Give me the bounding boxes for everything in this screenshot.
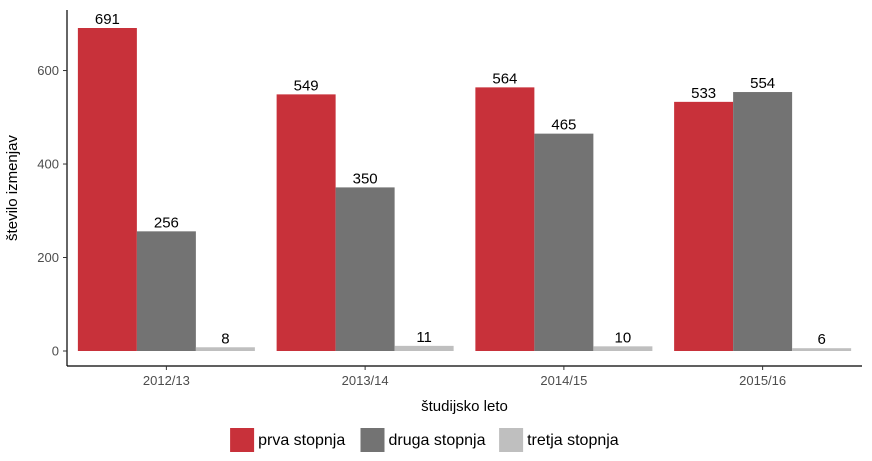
bar <box>475 87 535 351</box>
data-label: 465 <box>551 117 576 134</box>
bar <box>534 133 594 351</box>
x-tick-label: 2012/13 <box>143 373 190 388</box>
data-label: 256 <box>154 214 179 231</box>
y-tick-label: 400 <box>37 157 59 172</box>
data-label: 6 <box>817 331 825 348</box>
bar <box>276 94 336 351</box>
x-tick-label: 2014/15 <box>540 373 587 388</box>
legend-swatch <box>499 428 524 452</box>
data-label: 564 <box>492 70 517 87</box>
bar <box>195 347 255 351</box>
y-tick-label: 200 <box>37 250 59 265</box>
plot-area: 691 256 8 549 350 11 564 465 10 533 554 6 <box>77 11 852 352</box>
x-tick-label: 2013/14 <box>342 373 389 388</box>
bar <box>792 348 852 351</box>
x-tick-label: 2015/16 <box>739 373 786 388</box>
legend-label: prva stopnja <box>258 432 345 449</box>
bar <box>136 231 196 351</box>
y-axis-ticks: 0 200 400 600 <box>37 63 67 359</box>
bar <box>674 101 734 351</box>
data-label: 10 <box>615 329 632 346</box>
bar <box>733 92 793 352</box>
legend-label: tretja stopnja <box>527 432 619 449</box>
bar <box>394 345 454 351</box>
y-tick-label: 0 <box>52 344 59 359</box>
data-label: 350 <box>353 170 378 187</box>
legend-swatch <box>360 428 385 452</box>
data-label: 533 <box>691 85 716 102</box>
legend-label: druga stopnja <box>389 432 486 449</box>
y-tick-label: 600 <box>37 63 59 78</box>
legend: prva stopnja druga stopnja tretja stopnja <box>230 428 619 452</box>
data-label: 11 <box>416 329 432 346</box>
x-axis-ticks: 2012/13 2013/14 2014/15 2015/16 <box>143 366 786 388</box>
data-label: 691 <box>95 11 120 28</box>
bar <box>335 187 395 351</box>
data-label: 554 <box>750 75 775 92</box>
data-label: 8 <box>221 330 229 347</box>
x-axis-title: študijsko leto <box>421 398 508 415</box>
bar <box>593 346 653 351</box>
legend-swatch <box>230 428 255 452</box>
y-axis-title: število izmenjav <box>4 135 21 241</box>
data-label: 549 <box>294 77 319 94</box>
bar <box>77 28 137 351</box>
